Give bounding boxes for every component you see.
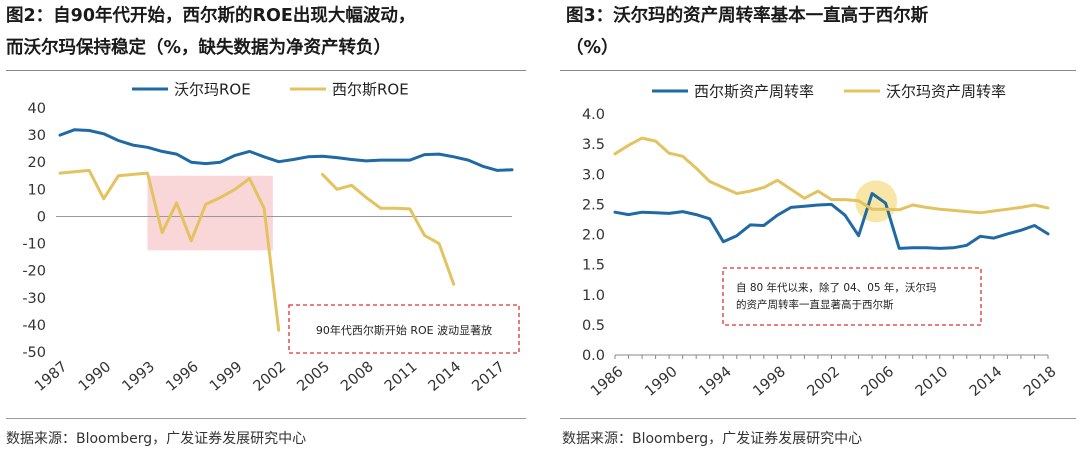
y-tick-label: 20 — [28, 155, 46, 171]
right-title-line2: （%） — [566, 38, 619, 58]
x-tick-label: 1990 — [76, 359, 115, 395]
y-tick-label: 4.0 — [582, 107, 605, 123]
annotation-box — [288, 304, 520, 354]
y-tick-label: 10 — [28, 182, 46, 198]
left-panel: 图2：自90年代开始，西尔斯的ROE出现大幅波动， 而沃尔玛保持稳定（%，缺失数… — [0, 0, 528, 64]
x-tick-label: 2017 — [469, 359, 508, 395]
x-tick-label: 2002 — [805, 364, 844, 397]
left-source-rule — [6, 418, 526, 419]
legend-label-0: 西尔斯资产周转率 — [694, 83, 814, 101]
y-tick-label: 1.5 — [582, 258, 605, 274]
y-tick-label: -20 — [22, 264, 46, 280]
x-tick-label: 1999 — [207, 359, 246, 395]
annotation-text: 90年代西尔斯开始 ROE 波动显著放 — [316, 323, 492, 337]
series-line-sears-turnover — [613, 192, 1050, 250]
left-title-line1: 图2：自90年代开始，西尔斯的ROE出现大幅波动， — [6, 6, 416, 26]
x-tick-label: 2011 — [382, 359, 421, 395]
x-tick-label: 1996 — [163, 359, 202, 395]
annotation-text-line2: 的资产周转率一直显著高于西尔斯 — [736, 298, 894, 311]
y-tick-label: -50 — [22, 345, 46, 361]
y-tick-label: 30 — [28, 128, 46, 144]
x-tick-label: 2014 — [967, 364, 1006, 397]
y-tick-label: -10 — [22, 237, 46, 253]
y-tick-label: 2.0 — [582, 228, 605, 244]
x-tick-label: 1993 — [119, 359, 158, 395]
legend-label-1: 西尔斯ROE — [332, 81, 409, 99]
y-tick-label: 0.0 — [582, 348, 605, 364]
highlight-band — [147, 175, 273, 251]
right-panel: 图3：沃尔玛的资产周转率基本一直高于西尔斯 （%） — [560, 0, 1080, 64]
x-tick-label: 2002 — [251, 359, 290, 395]
y-tick-label: -40 — [22, 318, 46, 334]
y-tick-label: -30 — [22, 291, 46, 307]
x-tick-label: 1998 — [750, 364, 789, 397]
series-line-walmart-turnover — [613, 136, 1050, 215]
x-tick-label: 2010 — [913, 364, 952, 397]
annotation-box — [722, 267, 982, 326]
y-tick-label: 0 — [37, 209, 46, 225]
x-tick-label: 1994 — [696, 364, 735, 397]
right-title-line1: 图3：沃尔玛的资产周转率基本一直高于西尔斯 — [566, 6, 929, 26]
x-tick-label: 2006 — [859, 364, 898, 397]
x-tick-label: 2008 — [338, 359, 377, 395]
y-tick-label: 2.5 — [582, 197, 605, 213]
annotation-text-line1: 自 80 年代以来，除了 04、05 年，沃尔玛 — [736, 281, 936, 294]
series-line-sears-roe — [58, 168, 456, 332]
left-title-rule — [6, 70, 526, 71]
x-tick-label: 1990 — [642, 364, 681, 397]
y-tick-label: 1.0 — [582, 288, 605, 304]
y-tick-label: 0.5 — [582, 318, 605, 334]
right-source: 数据来源：Bloomberg，广发证券发展研究中心 — [562, 431, 863, 447]
y-tick-label: 40 — [28, 101, 46, 117]
left-title-line2: 而沃尔玛保持稳定（%，缺失数据为净资产转负） — [6, 38, 392, 58]
y-tick-label: 3.5 — [582, 137, 605, 153]
x-tick-label: 2018 — [1021, 364, 1060, 397]
right-title-rule — [560, 70, 1076, 71]
y-tick-label: 3.0 — [582, 167, 605, 183]
right-source-rule — [560, 418, 1076, 419]
legend-label-0: 沃尔玛ROE — [174, 81, 251, 99]
x-tick-label: 2005 — [294, 359, 333, 395]
left-source: 数据来源：Bloomberg，广发证券发展研究中心 — [6, 431, 307, 447]
legend-label-1: 沃尔玛资产周转率 — [886, 83, 1006, 101]
x-tick-label: 1987 — [32, 359, 71, 395]
series-line-walmart-roe — [58, 128, 514, 172]
x-tick-label: 2014 — [426, 359, 465, 395]
x-tick-label: 1986 — [588, 364, 627, 397]
